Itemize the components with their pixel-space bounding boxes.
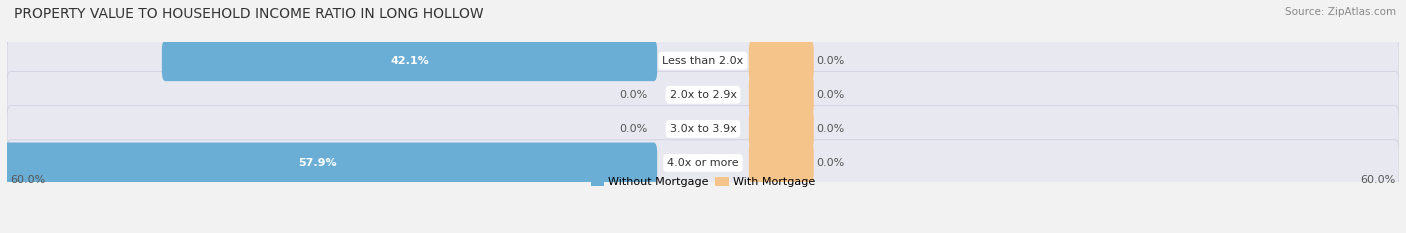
Text: 0.0%: 0.0% [620, 124, 648, 134]
Text: 2.0x to 2.9x: 2.0x to 2.9x [669, 90, 737, 100]
Text: 60.0%: 60.0% [1360, 175, 1396, 185]
FancyBboxPatch shape [749, 108, 814, 149]
Text: 0.0%: 0.0% [620, 90, 648, 100]
Text: 0.0%: 0.0% [815, 158, 845, 168]
FancyBboxPatch shape [0, 143, 657, 183]
Text: 0.0%: 0.0% [815, 90, 845, 100]
Text: Source: ZipAtlas.com: Source: ZipAtlas.com [1285, 7, 1396, 17]
FancyBboxPatch shape [7, 72, 1399, 118]
FancyBboxPatch shape [749, 40, 814, 81]
Text: Less than 2.0x: Less than 2.0x [662, 56, 744, 66]
FancyBboxPatch shape [749, 74, 814, 115]
Text: 3.0x to 3.9x: 3.0x to 3.9x [669, 124, 737, 134]
FancyBboxPatch shape [7, 38, 1399, 84]
Legend: Without Mortgage, With Mortgage: Without Mortgage, With Mortgage [591, 177, 815, 187]
Text: 57.9%: 57.9% [298, 158, 337, 168]
FancyBboxPatch shape [749, 143, 814, 183]
Text: 42.1%: 42.1% [389, 56, 429, 66]
Text: 0.0%: 0.0% [815, 56, 845, 66]
FancyBboxPatch shape [7, 140, 1399, 186]
Text: PROPERTY VALUE TO HOUSEHOLD INCOME RATIO IN LONG HOLLOW: PROPERTY VALUE TO HOUSEHOLD INCOME RATIO… [14, 7, 484, 21]
FancyBboxPatch shape [7, 106, 1399, 152]
Text: 0.0%: 0.0% [815, 124, 845, 134]
Text: 4.0x or more: 4.0x or more [668, 158, 738, 168]
Text: 60.0%: 60.0% [10, 175, 46, 185]
FancyBboxPatch shape [162, 40, 657, 81]
